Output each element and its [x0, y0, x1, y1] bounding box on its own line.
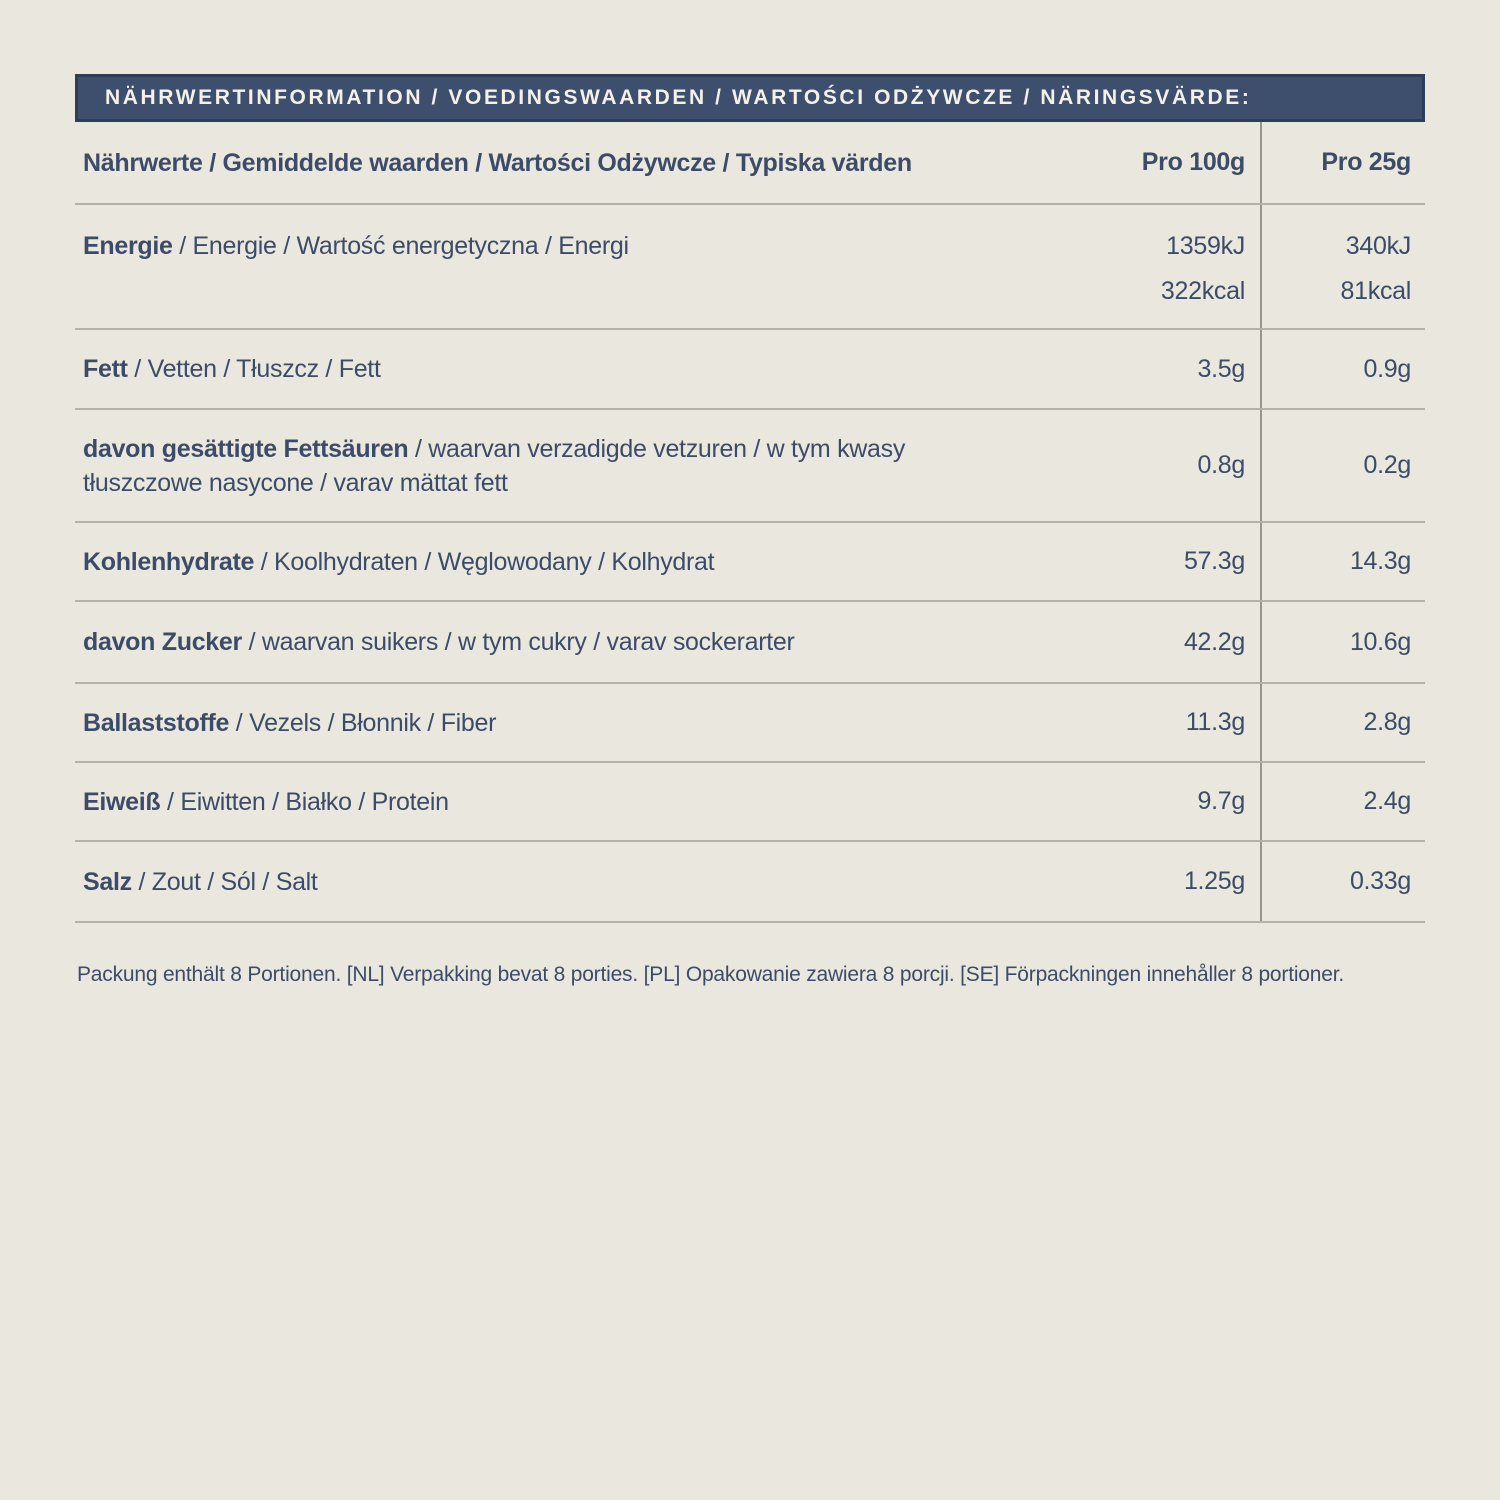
value-per-100g: 57.3g	[1183, 547, 1245, 575]
row-label-bold: Fett	[83, 355, 128, 383]
value-per-25g: 0.2g	[1260, 410, 1425, 521]
row-label-bold: Salz	[83, 867, 132, 896]
header-col-per-25g: Pro 25g	[1260, 122, 1425, 203]
header-label-bold: Nährwerte	[83, 148, 203, 177]
row-label: davon Zucker / waarvan suikers / w tym c…	[75, 625, 1060, 659]
row-label-rest: / Vezels / Błonnik / Fiber	[229, 708, 497, 737]
header-label-rest: / Gemiddelde waarden / Wartości Odżywcze…	[202, 148, 912, 177]
row-label: Salz / Zout / Sól / Salt	[75, 865, 1060, 899]
value-per-25g: 2.4g	[1260, 763, 1425, 840]
value-per-25g: 10.6g	[1260, 602, 1425, 682]
row-label: Fett / Vetten / Tłuszcz / Fett	[75, 352, 1060, 386]
table-row-fat: Fett / Vetten / Tłuszcz / Fett 3.5g 0.9g	[75, 330, 1425, 410]
row-label-rest: / Vetten / Tłuszcz / Fett	[127, 355, 381, 383]
row-label-rest: / Zout / Sól / Salt	[131, 867, 318, 896]
nutrition-title: NÄHRWERTINFORMATION / VOEDINGSWAARDEN / …	[105, 86, 1252, 109]
nutrition-title-bar: NÄHRWERTINFORMATION / VOEDINGSWAARDEN / …	[75, 74, 1425, 122]
row-label-bold: Energie	[83, 232, 173, 260]
table-row-salt: Salz / Zout / Sól / Salt 1.25g 0.33g	[75, 842, 1425, 923]
value-per-100g: 1359kJ 322kcal	[1160, 232, 1245, 305]
row-label-rest: / Energie / Wartość energetyczna / Energ…	[172, 232, 629, 260]
value-per-100g: 1.25g	[1183, 867, 1245, 895]
row-label-bold: davon gesättigte Fettsäuren	[83, 434, 409, 463]
value-per-25g: 0.33g	[1260, 842, 1425, 921]
value-per-25g: 340kJ 81kcal	[1260, 205, 1425, 328]
value-per-100g: 42.2g	[1183, 627, 1245, 656]
row-label-bold: Eiweiß	[83, 787, 161, 816]
value-per-100g: 9.7g	[1197, 787, 1246, 815]
row-label: Eiweiß / Eiwitten / Białko / Protein	[75, 785, 1060, 819]
row-label-bold: davon Zucker	[83, 628, 242, 656]
nutrition-label: NÄHRWERTINFORMATION / VOEDINGSWAARDEN / …	[75, 74, 1425, 987]
row-label-bold: Ballaststoffe	[83, 708, 230, 737]
table-header-row: Nährwerte / Gemiddelde waarden / Wartośc…	[75, 122, 1425, 205]
header-label: Nährwerte / Gemiddelde waarden / Wartośc…	[75, 146, 1060, 180]
row-label-rest: / Koolhydraten / Węglowodany / Kolhydrat	[254, 547, 715, 576]
row-label-rest: / waarvan verzadigde vetzuren / w tym kw…	[83, 434, 906, 497]
row-label: Ballaststoffe / Vezels / Błonnik / Fiber	[75, 706, 1060, 740]
header-col-per-100g: Pro 100g	[1141, 148, 1246, 176]
table-row-fiber: Ballaststoffe / Vezels / Błonnik / Fiber…	[75, 684, 1425, 763]
table-row-energy: Energie / Energie / Wartość energetyczna…	[75, 205, 1425, 330]
servings-footnote: Packung enthält 8 Portionen. [NL] Verpak…	[77, 963, 1344, 986]
value-per-25g: 0.9g	[1260, 330, 1425, 408]
row-label: davon gesättigte Fettsäuren / waarvan ve…	[75, 432, 1060, 500]
row-label: Energie / Energie / Wartość energetyczna…	[75, 205, 1060, 263]
value-per-25g: 2.8g	[1260, 684, 1425, 761]
value-per-100g: 0.8g	[1197, 451, 1246, 479]
row-label-bold: Kohlenhydrate	[83, 547, 255, 576]
table-row-carbohydrate: Kohlenhydrate / Koolhydraten / Węglowoda…	[75, 523, 1425, 602]
value-per-100g: 3.5g	[1197, 354, 1246, 383]
table-row-sugars: davon Zucker / waarvan suikers / w tym c…	[75, 602, 1425, 684]
row-label-rest: / waarvan suikers / w tym cukry / varav …	[241, 628, 795, 656]
row-label: Kohlenhydrate / Koolhydraten / Węglowoda…	[75, 545, 1060, 579]
table-row-saturated-fat: davon gesättigte Fettsäuren / waarvan ve…	[75, 410, 1425, 523]
row-label-rest: / Eiwitten / Białko / Protein	[160, 787, 449, 816]
nutrition-table: Nährwerte / Gemiddelde waarden / Wartośc…	[75, 122, 1425, 923]
value-per-100g: 11.3g	[1185, 708, 1246, 736]
table-row-protein: Eiweiß / Eiwitten / Białko / Protein 9.7…	[75, 763, 1425, 842]
value-per-25g: 14.3g	[1260, 523, 1425, 600]
